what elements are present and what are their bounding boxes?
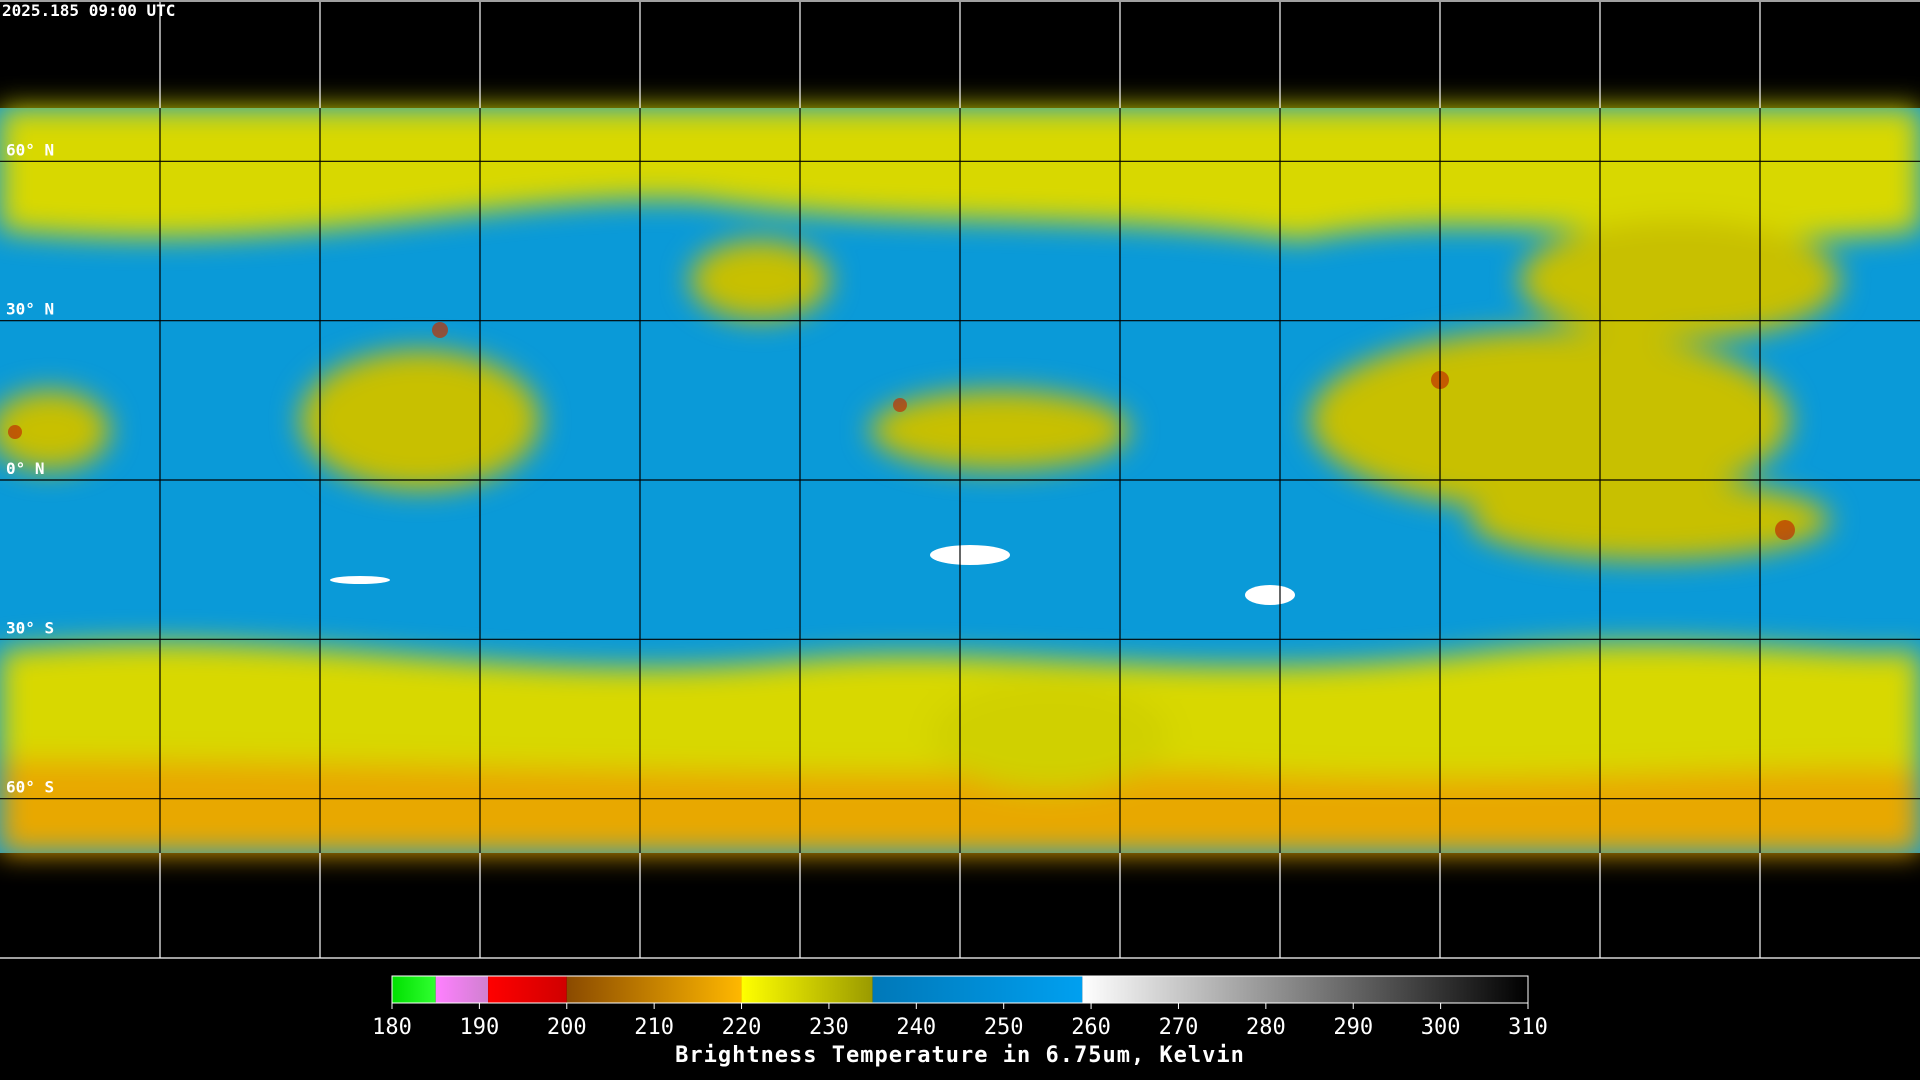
colorbar-tick-label: 210 <box>634 1015 674 1040</box>
colorbar-segment <box>566 976 742 1003</box>
colorbar-tick-label: 190 <box>460 1015 500 1040</box>
colorbar-tick-label: 290 <box>1333 1015 1373 1040</box>
lat-label: 30° S <box>6 618 54 637</box>
colorbar-title: Brightness Temperature in 6.75um, Kelvin <box>675 1043 1245 1068</box>
timestamp: 2025.185 09:00 UTC <box>2 1 175 20</box>
colorbar-tick-label: 310 <box>1508 1015 1548 1040</box>
lat-label: 60° N <box>6 140 54 159</box>
colorbar-tick-label: 230 <box>809 1015 849 1040</box>
colorbar-tick-label: 250 <box>984 1015 1024 1040</box>
colorbar-tick-label: 180 <box>372 1015 412 1040</box>
colorbar-tick-label: 260 <box>1071 1015 1111 1040</box>
colorbar-segment <box>872 976 1083 1003</box>
colorbar-tick-label: 270 <box>1159 1015 1199 1040</box>
lat-label: 60° S <box>6 778 54 797</box>
colorbar-segment <box>392 976 436 1003</box>
colorbar-tick-label: 300 <box>1421 1015 1461 1040</box>
colorbar: 180 190 200 210 220 230 240 250 260 270 280 290 300 3… <box>372 975 1548 1040</box>
colorbar-tick-label: 220 <box>722 1015 762 1040</box>
dry-spots <box>330 545 1295 605</box>
colorbar-segment <box>741 976 873 1003</box>
lat-label: 30° N <box>6 300 54 319</box>
colorbar-segment <box>1082 976 1528 1003</box>
colorbar-tick-label: 280 <box>1246 1015 1286 1040</box>
colorbar-segment <box>435 976 489 1003</box>
colorbar-segment <box>488 976 567 1003</box>
lat-label: 0° N <box>6 459 45 478</box>
colorbar-tick-label: 240 <box>896 1015 936 1040</box>
colorbar-frame <box>391 975 1529 1004</box>
convective-cores <box>8 322 1795 540</box>
colorbar-tick-label: 200 <box>547 1015 587 1040</box>
latitude-labels: 60° N 30° N 0° N 30° S 60° S <box>6 140 54 796</box>
graticule <box>0 0 1920 959</box>
